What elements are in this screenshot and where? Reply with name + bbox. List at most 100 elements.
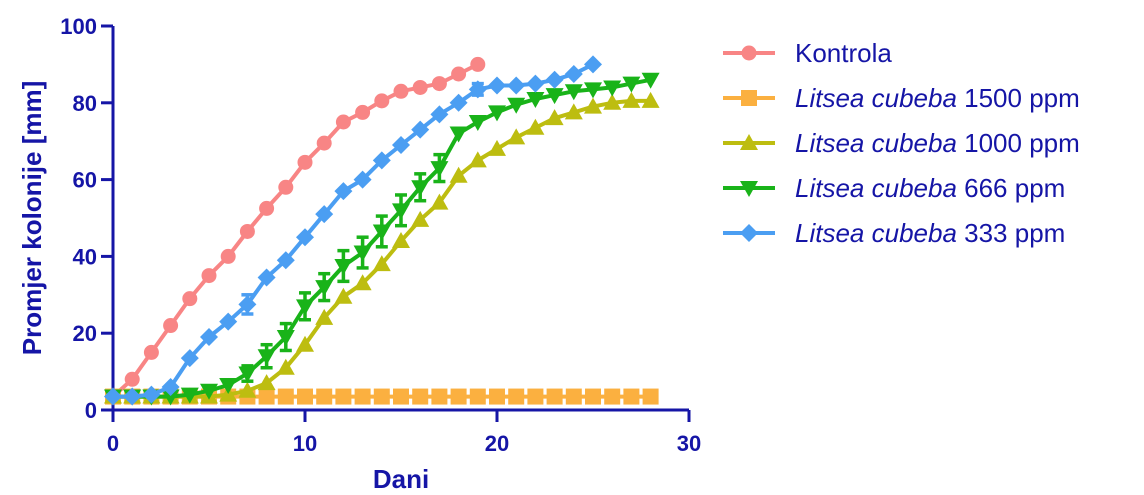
data-point bbox=[412, 388, 429, 405]
data-point bbox=[373, 388, 390, 405]
data-point bbox=[468, 80, 487, 99]
legend-label: Litsea cubeba 1000 ppm bbox=[795, 128, 1080, 158]
legend-marker bbox=[741, 90, 757, 106]
data-point bbox=[297, 388, 313, 405]
y-tick-label: 100 bbox=[60, 14, 97, 39]
data-point bbox=[470, 56, 486, 72]
data-point bbox=[431, 76, 447, 92]
legend-item: Kontrola bbox=[723, 38, 892, 68]
data-point bbox=[277, 388, 294, 405]
data-point bbox=[238, 381, 257, 398]
data-point bbox=[372, 255, 391, 272]
data-point bbox=[507, 97, 526, 114]
data-point bbox=[564, 65, 583, 83]
data-point bbox=[450, 388, 467, 405]
data-point bbox=[142, 385, 161, 404]
data-point bbox=[315, 280, 334, 297]
data-point bbox=[468, 151, 487, 168]
data-point bbox=[392, 203, 410, 220]
data-point bbox=[180, 387, 199, 404]
data-point bbox=[526, 118, 545, 135]
data-point bbox=[219, 378, 238, 395]
data-point bbox=[603, 93, 622, 110]
legend-marker bbox=[740, 181, 758, 197]
data-point bbox=[449, 166, 468, 183]
legend-item: Litsea cubeba 1500 ppm bbox=[723, 83, 1080, 113]
data-point bbox=[297, 154, 313, 170]
series-1 bbox=[105, 56, 486, 405]
data-point bbox=[161, 389, 180, 406]
data-point bbox=[508, 388, 525, 405]
legend-label: Litsea cubeba 333 ppm bbox=[795, 218, 1065, 248]
data-point bbox=[393, 388, 409, 405]
data-point bbox=[545, 109, 564, 126]
data-point bbox=[392, 232, 410, 249]
series-line bbox=[111, 62, 479, 399]
legend-label-italic: Litsea cubeba bbox=[795, 128, 957, 158]
data-point bbox=[641, 91, 660, 108]
data-point bbox=[276, 358, 295, 375]
data-point bbox=[296, 228, 314, 247]
data-point bbox=[238, 366, 257, 383]
data-point bbox=[334, 259, 353, 275]
data-point bbox=[201, 268, 217, 284]
data-point bbox=[468, 115, 487, 131]
series-layer bbox=[104, 55, 660, 406]
legend-label: Litsea cubeba 666 ppm bbox=[795, 173, 1065, 203]
data-point bbox=[315, 205, 334, 224]
data-point bbox=[220, 248, 236, 264]
data-point bbox=[374, 93, 390, 109]
data-point bbox=[353, 245, 372, 262]
data-point bbox=[257, 268, 276, 287]
data-point bbox=[584, 82, 602, 99]
data-point bbox=[488, 139, 506, 156]
data-point bbox=[449, 126, 468, 143]
y-axis-title: Promjer kolonije [mm] bbox=[17, 81, 47, 356]
legend-item: Litsea cubeba 1000 ppm bbox=[723, 128, 1080, 158]
data-point bbox=[163, 318, 179, 334]
data-point bbox=[451, 66, 467, 82]
data-point bbox=[316, 388, 333, 405]
data-point bbox=[431, 388, 448, 405]
data-point bbox=[354, 388, 371, 405]
x-tick-label: 30 bbox=[677, 431, 701, 456]
legend-label-italic: Litsea cubeba bbox=[795, 173, 957, 203]
x-tick-label: 10 bbox=[293, 431, 317, 456]
data-point bbox=[239, 223, 255, 239]
data-point bbox=[489, 388, 505, 405]
x-axis-title: Dani bbox=[373, 464, 429, 494]
x-tick-label: 20 bbox=[485, 431, 509, 456]
data-point bbox=[430, 161, 449, 178]
data-point bbox=[507, 76, 526, 95]
data-point bbox=[527, 388, 544, 405]
data-point bbox=[564, 103, 583, 120]
y-tick-label: 40 bbox=[73, 244, 97, 269]
data-point bbox=[257, 374, 276, 391]
legend-marker bbox=[741, 45, 757, 61]
data-point bbox=[238, 295, 257, 314]
legend-label-italic: Litsea cubeba bbox=[795, 83, 957, 113]
data-point bbox=[353, 274, 372, 291]
data-point bbox=[334, 182, 353, 201]
data-point bbox=[180, 349, 199, 368]
legend-label: Litsea cubeba 1500 ppm bbox=[795, 83, 1080, 113]
data-point bbox=[296, 335, 314, 352]
data-point bbox=[335, 388, 352, 405]
data-point bbox=[507, 128, 526, 145]
data-point bbox=[430, 105, 449, 124]
series-5 bbox=[104, 55, 602, 406]
y-tick-label: 20 bbox=[73, 321, 97, 346]
data-point bbox=[392, 136, 410, 155]
data-point bbox=[161, 377, 180, 396]
data-point bbox=[411, 210, 430, 227]
legend-item: Litsea cubeba 333 ppm bbox=[723, 218, 1065, 248]
data-point bbox=[335, 114, 351, 130]
data-point bbox=[219, 312, 238, 331]
y-tick-label: 80 bbox=[73, 91, 97, 116]
legend-label: Kontrola bbox=[795, 38, 892, 68]
y-ticks: 0 20 40 60 80 100 bbox=[60, 14, 113, 423]
data-point bbox=[353, 170, 372, 189]
data-point bbox=[104, 387, 122, 406]
